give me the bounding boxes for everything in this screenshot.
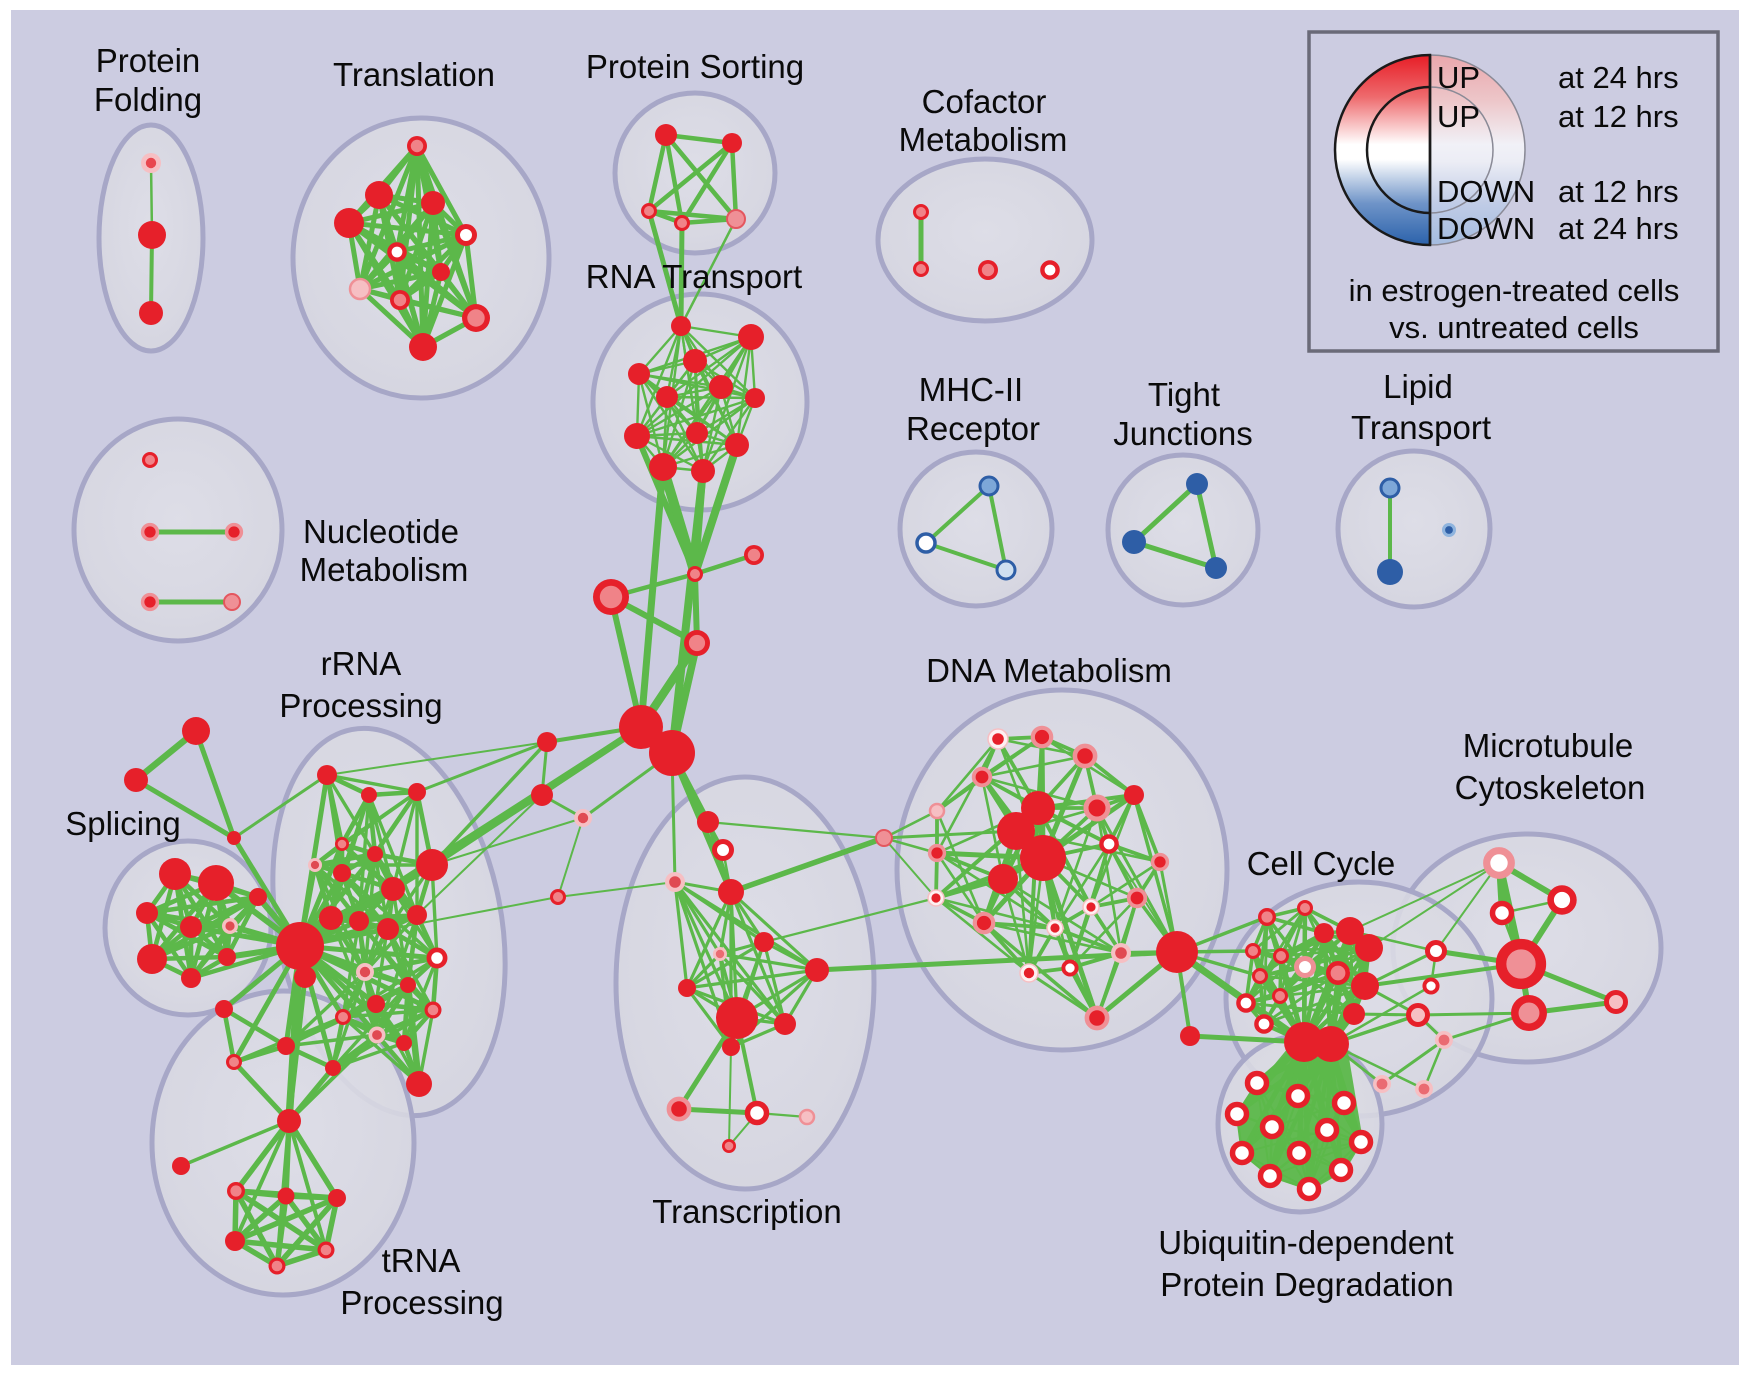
svg-text:Folding: Folding — [94, 81, 202, 118]
svg-text:Protein Sorting: Protein Sorting — [586, 48, 804, 85]
svg-text:Junctions: Junctions — [1113, 415, 1252, 452]
svg-text:Splicing: Splicing — [65, 805, 181, 842]
svg-text:Microtubule: Microtubule — [1463, 727, 1634, 764]
svg-text:Transcription: Transcription — [652, 1193, 842, 1230]
svg-text:DOWN: DOWN — [1437, 211, 1535, 246]
svg-text:UP: UP — [1437, 60, 1480, 95]
svg-text:Protein: Protein — [96, 42, 201, 79]
svg-text:Processing: Processing — [340, 1284, 503, 1321]
svg-text:in estrogen-treated cells: in estrogen-treated cells — [1349, 273, 1680, 308]
svg-text:Translation: Translation — [333, 56, 495, 93]
svg-text:Lipid: Lipid — [1383, 368, 1453, 405]
svg-text:tRNA: tRNA — [382, 1242, 461, 1279]
svg-text:rRNA: rRNA — [321, 645, 402, 682]
svg-text:vs. untreated cells: vs. untreated cells — [1389, 310, 1639, 345]
svg-text:Transport: Transport — [1351, 409, 1491, 446]
svg-text:Processing: Processing — [279, 687, 442, 724]
svg-text:DOWN: DOWN — [1437, 174, 1535, 209]
svg-text:MHC-II: MHC-II — [919, 371, 1023, 408]
svg-text:at 12 hrs: at 12 hrs — [1558, 99, 1679, 134]
svg-text:Nucleotide: Nucleotide — [303, 513, 459, 550]
svg-text:Receptor: Receptor — [906, 410, 1040, 447]
svg-text:RNA Transport: RNA Transport — [586, 258, 802, 295]
svg-text:Protein Degradation: Protein Degradation — [1160, 1266, 1454, 1303]
svg-text:DNA Metabolism: DNA Metabolism — [926, 652, 1172, 689]
svg-text:Tight: Tight — [1148, 376, 1220, 413]
svg-text:Cell Cycle: Cell Cycle — [1247, 845, 1396, 882]
svg-text:UP: UP — [1437, 99, 1480, 134]
svg-text:at 12 hrs: at 12 hrs — [1558, 174, 1679, 209]
svg-text:at 24 hrs: at 24 hrs — [1558, 211, 1679, 246]
svg-text:Ubiquitin-dependent: Ubiquitin-dependent — [1158, 1224, 1453, 1261]
svg-text:Metabolism: Metabolism — [300, 551, 469, 588]
svg-text:Cofactor: Cofactor — [922, 83, 1047, 120]
svg-text:Metabolism: Metabolism — [899, 121, 1068, 158]
svg-text:Cytoskeleton: Cytoskeleton — [1455, 769, 1646, 806]
svg-text:at 24 hrs: at 24 hrs — [1558, 60, 1679, 95]
